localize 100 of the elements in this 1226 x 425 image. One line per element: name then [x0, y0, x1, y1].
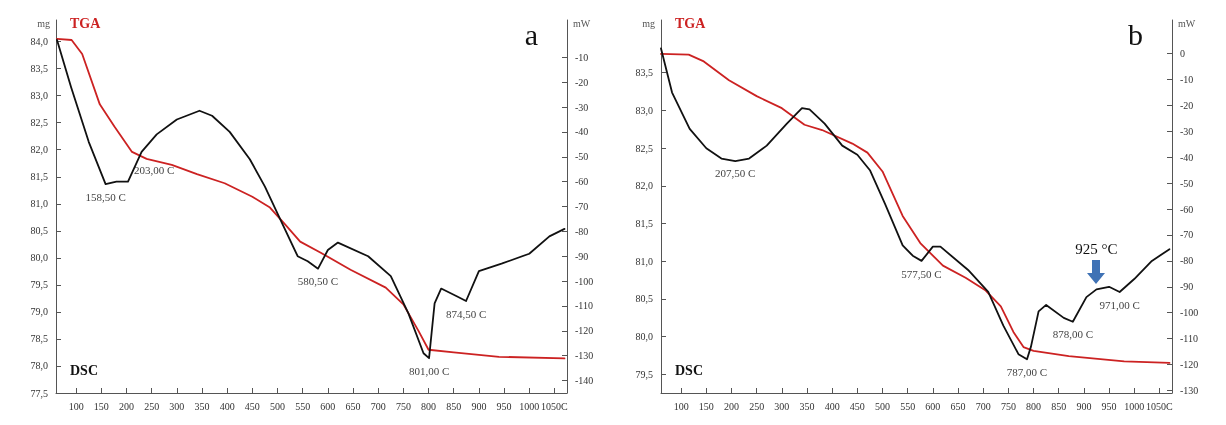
x-tick-label: 1000: [1124, 400, 1145, 412]
x-tick-label: 1050C: [1146, 400, 1174, 412]
x-tick-label: 350: [799, 400, 815, 412]
x-tick-label: 1050C: [541, 400, 569, 412]
y-tick-label: 83,0: [30, 90, 48, 102]
y2-tick-label: -20: [1180, 99, 1194, 111]
text: DSC: [70, 362, 99, 378]
annotation: 801,00 C: [408, 364, 450, 377]
annotation: 878,00 C: [1052, 327, 1093, 340]
y2-tick-label: -90: [575, 250, 589, 262]
y2-tick-label: -120: [1180, 359, 1199, 371]
y-tick-label: 79,0: [30, 306, 48, 318]
x-tick-label: 1000: [519, 400, 540, 412]
y2-tick-label: -110: [1180, 333, 1198, 345]
text: DSC: [675, 362, 704, 378]
y2-tick-label: -80: [1180, 255, 1194, 267]
y2-tick-label: -90: [1180, 281, 1194, 293]
x-tick-label: 300: [169, 400, 185, 412]
x-tick-label: 100: [68, 400, 84, 412]
x-tick-label: 400: [219, 400, 235, 412]
annotation: 577,50 C: [901, 267, 942, 280]
y-tick-label: 79,5: [30, 279, 48, 291]
y-axis-title: mg: [642, 17, 655, 29]
x-tick-label: 500: [270, 400, 286, 412]
y2-tick-label: -120: [575, 325, 594, 337]
y2-tick-label: -50: [1180, 177, 1194, 189]
y-tick-label: 84,0: [30, 36, 48, 48]
series-label: TGA: [70, 15, 102, 31]
y2-tick-label: -30: [575, 101, 589, 113]
y2-tick-label: -60: [575, 176, 589, 188]
y2-tick-label: -80: [575, 225, 589, 237]
y-axis-title: mg: [37, 17, 50, 29]
x-tick-label: 800: [421, 400, 437, 412]
y2-tick-label: -40: [575, 126, 589, 138]
x-tick-label: 850: [446, 400, 462, 412]
x-tick-label: 900: [471, 400, 487, 412]
y2-tick-label: -40: [1180, 151, 1194, 163]
annotation: 874,50 C: [445, 307, 487, 320]
y2-axis-title: mW: [1178, 17, 1196, 29]
y-tick-label: 82,5: [30, 117, 48, 129]
y2-tick-label: -100: [575, 275, 594, 287]
y2-tick-label: -10: [1180, 74, 1194, 86]
x-tick-label: 400: [824, 400, 840, 412]
y-tick-label: 83,5: [30, 63, 48, 75]
y-tick-label: 77,5: [30, 387, 48, 399]
x-tick-label: 200: [118, 400, 134, 412]
y2-tick-label: -140: [575, 375, 594, 387]
y-tick-label: 79,5: [635, 368, 653, 380]
x-tick-label: 900: [1076, 400, 1092, 412]
x-tick-label: 700: [975, 400, 991, 412]
y-tick-label: 80,0: [30, 252, 48, 264]
y-tick-label: 82,5: [635, 142, 653, 154]
y2-tick-label: -30: [1180, 125, 1194, 137]
x-tick-label: 800: [1026, 400, 1042, 412]
x-tick-label: 750: [395, 400, 411, 412]
y-tick-label: 80,0: [635, 330, 653, 342]
x-tick-label: 650: [950, 400, 966, 412]
x-tick-label: 100: [673, 400, 689, 412]
y2-tick-label: 0: [1180, 48, 1185, 60]
y-tick-label: 82,0: [30, 144, 48, 156]
x-tick-label: 150: [93, 400, 109, 412]
x-tick-label: 650: [345, 400, 361, 412]
x-tick-label: 550: [900, 400, 916, 412]
x-tick-label: 200: [723, 400, 739, 412]
x-tick-label: 750: [1000, 400, 1016, 412]
x-tick-label: 950: [496, 400, 512, 412]
series-label: TGA: [675, 15, 707, 31]
chart-title: b: [1128, 17, 1143, 51]
annotation: 580,50 C: [297, 275, 339, 288]
y2-tick-label: -70: [575, 201, 589, 212]
y-tick-label: 83,0: [635, 104, 653, 116]
chart-title: a: [524, 17, 539, 51]
y2-tick-label: -70: [1180, 229, 1194, 241]
x-tick-label: 850: [1051, 400, 1067, 412]
y2-tick-label: -100: [1180, 307, 1199, 319]
x-tick-label: 450: [244, 400, 260, 412]
x-tick-label: 450: [849, 400, 865, 412]
y-tick-label: 80,5: [30, 225, 48, 237]
x-tick-label: 500: [875, 400, 891, 412]
y-tick-label: 81,0: [635, 255, 653, 267]
y2-tick-label: -10: [575, 51, 589, 63]
y-tick-label: 81,5: [30, 171, 48, 183]
x-tick-label: 600: [925, 400, 941, 412]
x-tick-label: 950: [1101, 400, 1117, 412]
x-tick-label: 600: [320, 400, 336, 412]
y-tick-label: 78,0: [30, 360, 48, 372]
x-tick-label: 250: [749, 400, 765, 412]
annotation: 158,50 C: [85, 190, 126, 203]
y-tick-label: 78,5: [30, 333, 48, 345]
x-tick-label: 700: [370, 400, 386, 412]
y-tick-label: 82,0: [635, 180, 653, 192]
x-tick-label: 300: [774, 400, 790, 412]
x-tick-label: 250: [144, 400, 160, 412]
annotation: 207,50 C: [715, 167, 756, 180]
y-tick-label: 83,5: [635, 67, 653, 79]
y2-tick-label: -110: [575, 300, 593, 312]
y2-axis-title: mW: [573, 17, 591, 29]
annotation: 925 °C: [1075, 240, 1118, 257]
y-tick-label: 81,0: [30, 198, 48, 210]
y2-tick-label: -130: [1180, 384, 1199, 396]
